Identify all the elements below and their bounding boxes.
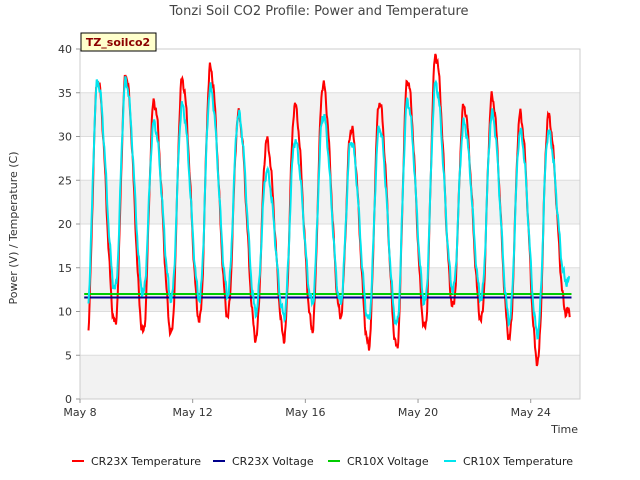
legend-label: CR23X Temperature: [91, 455, 201, 468]
y-tick-label: 10: [58, 306, 72, 319]
x-tick-label: May 16: [285, 406, 325, 419]
y-axis-title: Power (V) / Temperature (C): [7, 151, 20, 304]
y-tick-label: 35: [58, 87, 72, 100]
site-badge-box: [80, 32, 157, 52]
series-line-cr10x-temperature: [87, 76, 571, 340]
grid-band: [80, 267, 580, 312]
y-tick-label: 5: [65, 349, 72, 362]
legend-label: CR23X Voltage: [232, 455, 314, 468]
chart-title: Tonzi Soil CO2 Profile: Power and Temper…: [168, 4, 468, 19]
y-tick-label: 30: [58, 131, 72, 144]
x-tick-label: May 12: [173, 406, 213, 419]
y-tick-label: 20: [58, 218, 72, 231]
grid-band: [80, 355, 580, 399]
site-badge: TZ_soilco2: [80, 32, 157, 52]
x-axis-title: Time: [550, 423, 578, 436]
legend-label: CR10X Voltage: [347, 455, 429, 468]
site-badge-label: TZ_soilco2: [86, 36, 150, 49]
x-tick-label: May 8: [63, 406, 96, 419]
y-tick-label: 40: [58, 43, 72, 56]
legend: CR23X Temperature CR23X Voltage CR10X Volt…: [72, 455, 573, 468]
x-tick-label: May 24: [511, 406, 551, 419]
legend-label: CR10X Temperature: [463, 455, 573, 468]
x-tick-label: May 20: [398, 406, 438, 419]
y-tick-label: 15: [58, 262, 72, 275]
y-tick-label: 0: [65, 393, 72, 406]
y-tick-label: 25: [58, 174, 72, 187]
